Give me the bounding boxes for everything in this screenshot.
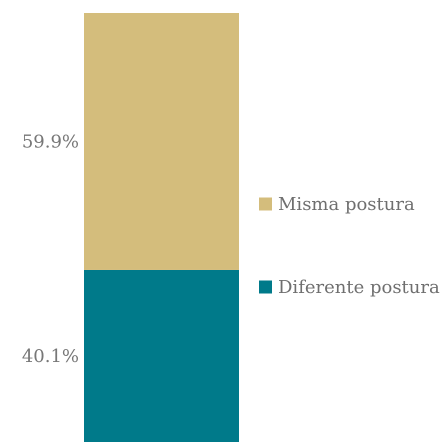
legend-label-diferente-postura: Diferente postura (278, 277, 440, 298)
legend: Misma postura Diferente postura (259, 194, 440, 298)
legend-swatch-diferente-postura (259, 280, 272, 294)
data-label-misma-postura: 59.9% (22, 131, 79, 152)
data-label-group: 40.1% 59.9% (22, 131, 79, 367)
bar-segment-diferente-postura (84, 269, 239, 442)
legend-label-misma-postura: Misma postura (278, 194, 415, 215)
bar-group (84, 13, 239, 442)
bar-segment-misma-postura (84, 13, 239, 270)
legend-swatch-misma-postura (259, 197, 272, 211)
data-label-diferente-postura: 40.1% (22, 346, 79, 367)
